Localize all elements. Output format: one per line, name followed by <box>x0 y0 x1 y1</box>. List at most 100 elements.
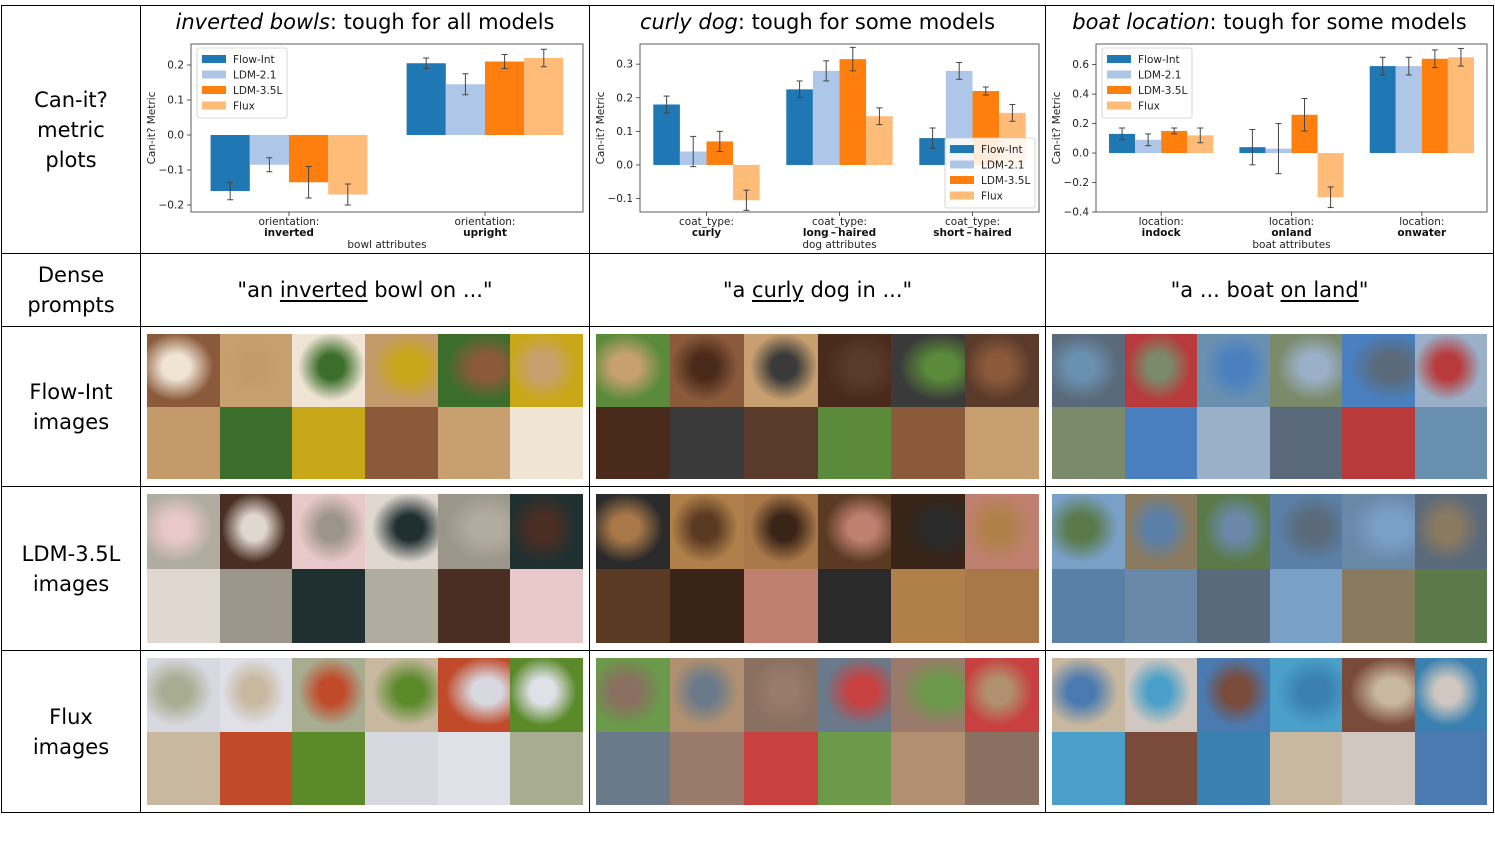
row-label-text: Flow-Int images <box>29 379 113 434</box>
generated-image <box>1269 568 1342 643</box>
image-grid <box>147 334 583 479</box>
generated-image <box>1342 406 1415 479</box>
bar-ldm-3.5l <box>706 141 734 165</box>
prompt-underlined: curly <box>752 278 804 302</box>
legend-box <box>944 137 1036 209</box>
generated-image <box>743 494 818 569</box>
generated-image <box>965 406 1039 479</box>
prompt-text: "an inverted bowl on ..." <box>237 278 492 302</box>
generated-image <box>891 334 966 407</box>
x-tick-label-value: curly <box>692 227 721 239</box>
x-tick-label-value: inverted <box>264 227 314 239</box>
generated-image <box>743 334 818 407</box>
legend-swatch <box>950 145 974 153</box>
x-tick-label-value: long – haired <box>803 227 876 239</box>
generated-image <box>669 658 744 732</box>
generated-image <box>965 568 1039 643</box>
y-tick-label: 0.1 <box>616 126 633 138</box>
row-label-text: Dense prompts <box>27 263 115 317</box>
bar-flux <box>1447 57 1474 154</box>
generated-image <box>510 334 583 407</box>
generated-image <box>510 494 583 569</box>
generated-image <box>437 334 511 407</box>
x-tick-label: location: <box>1269 216 1314 228</box>
image-grid <box>1052 658 1487 805</box>
y-axis-label: Can-it? Metric <box>146 91 158 164</box>
legend-entry: Flow-Int <box>981 144 1023 156</box>
generated-image <box>219 658 293 732</box>
legend-entry: Flux <box>1138 101 1160 113</box>
row-label-text: Can-it? metric plots <box>34 87 108 172</box>
row-label-metric: Can-it? metric plots <box>1 5 141 254</box>
image-cell <box>140 650 590 813</box>
generated-image <box>1124 494 1197 569</box>
prompt-cell-bowls: "an inverted bowl on ..." <box>140 253 590 327</box>
legend-swatch <box>950 176 974 184</box>
generated-image <box>1414 658 1487 732</box>
bar-flux <box>1187 135 1214 154</box>
image-cell <box>589 650 1046 813</box>
legend-swatch <box>950 160 974 169</box>
legend-entry: Flux <box>981 191 1003 203</box>
image-grid <box>1052 494 1487 643</box>
bar-flow-int <box>786 89 813 165</box>
legend-swatch <box>202 101 226 110</box>
bar-ldm-3.5l <box>485 61 525 135</box>
generated-image <box>1197 568 1270 643</box>
generated-image <box>1124 568 1197 643</box>
legend-entry: Flow-Int <box>233 54 275 66</box>
chart-title: boat location: tough for some models <box>1046 10 1493 34</box>
y-tick-label: −0.4 <box>1064 207 1090 219</box>
legend-entry: LDM-2.1 <box>1138 70 1181 82</box>
generated-image <box>510 731 583 805</box>
generated-image <box>1269 334 1342 407</box>
generated-image <box>292 334 365 407</box>
generated-image <box>1052 406 1125 479</box>
row-label-text: Flux images <box>32 704 110 759</box>
prompt-prefix: "a <box>722 278 753 302</box>
image-grid <box>1052 334 1487 479</box>
prompt-prefix: "a ... boat <box>1170 278 1281 302</box>
row-label-ldm35l: LDM-3.5L images <box>1 486 141 651</box>
generated-image <box>891 731 966 805</box>
y-tick-label: 0.2 <box>1072 118 1089 130</box>
generated-image <box>219 731 293 805</box>
legend-entry: LDM-2.1 <box>981 160 1024 172</box>
legend-entry: LDM-2.1 <box>233 70 276 82</box>
chart-title-rest: : tough for some models <box>1209 10 1467 34</box>
generated-image <box>147 406 220 479</box>
y-tick-label: 0.2 <box>167 60 184 72</box>
generated-image <box>1052 494 1125 569</box>
image-cell <box>140 326 590 487</box>
image-cell <box>589 486 1046 651</box>
legend-swatch <box>1107 70 1131 79</box>
generated-image <box>510 568 583 643</box>
generated-image <box>437 568 511 643</box>
legend-swatch <box>202 86 226 94</box>
generated-image <box>1124 731 1197 805</box>
generated-image <box>1124 334 1197 407</box>
generated-image <box>1414 568 1487 643</box>
generated-image <box>437 731 511 805</box>
generated-image <box>817 568 892 643</box>
generated-image <box>437 494 511 569</box>
image-grid <box>147 658 583 805</box>
generated-image <box>364 731 438 805</box>
generated-image <box>364 568 438 643</box>
bar-ldm-3.5l <box>839 59 867 165</box>
generated-image <box>437 406 511 479</box>
y-axis-label: Can-it? Metric <box>1051 91 1063 164</box>
chart-title-emphasis: inverted bowls <box>175 10 330 34</box>
bar-flow-int <box>1109 133 1136 154</box>
generated-image <box>1197 658 1270 732</box>
y-axis-label: Can-it? Metric <box>595 91 607 164</box>
generated-image <box>1269 406 1342 479</box>
y-tick-label: 0.3 <box>616 59 633 71</box>
generated-image <box>1197 494 1270 569</box>
generated-image <box>669 406 744 479</box>
x-tick-label: coat_type: <box>812 216 867 228</box>
bar-chart-dogs: −0.1 0.0 0.1 0.2 0.3 Can-it? Metric coat_type:… <box>595 43 1040 251</box>
generated-image <box>219 334 293 407</box>
generated-image <box>1197 406 1270 479</box>
generated-image <box>817 658 892 732</box>
